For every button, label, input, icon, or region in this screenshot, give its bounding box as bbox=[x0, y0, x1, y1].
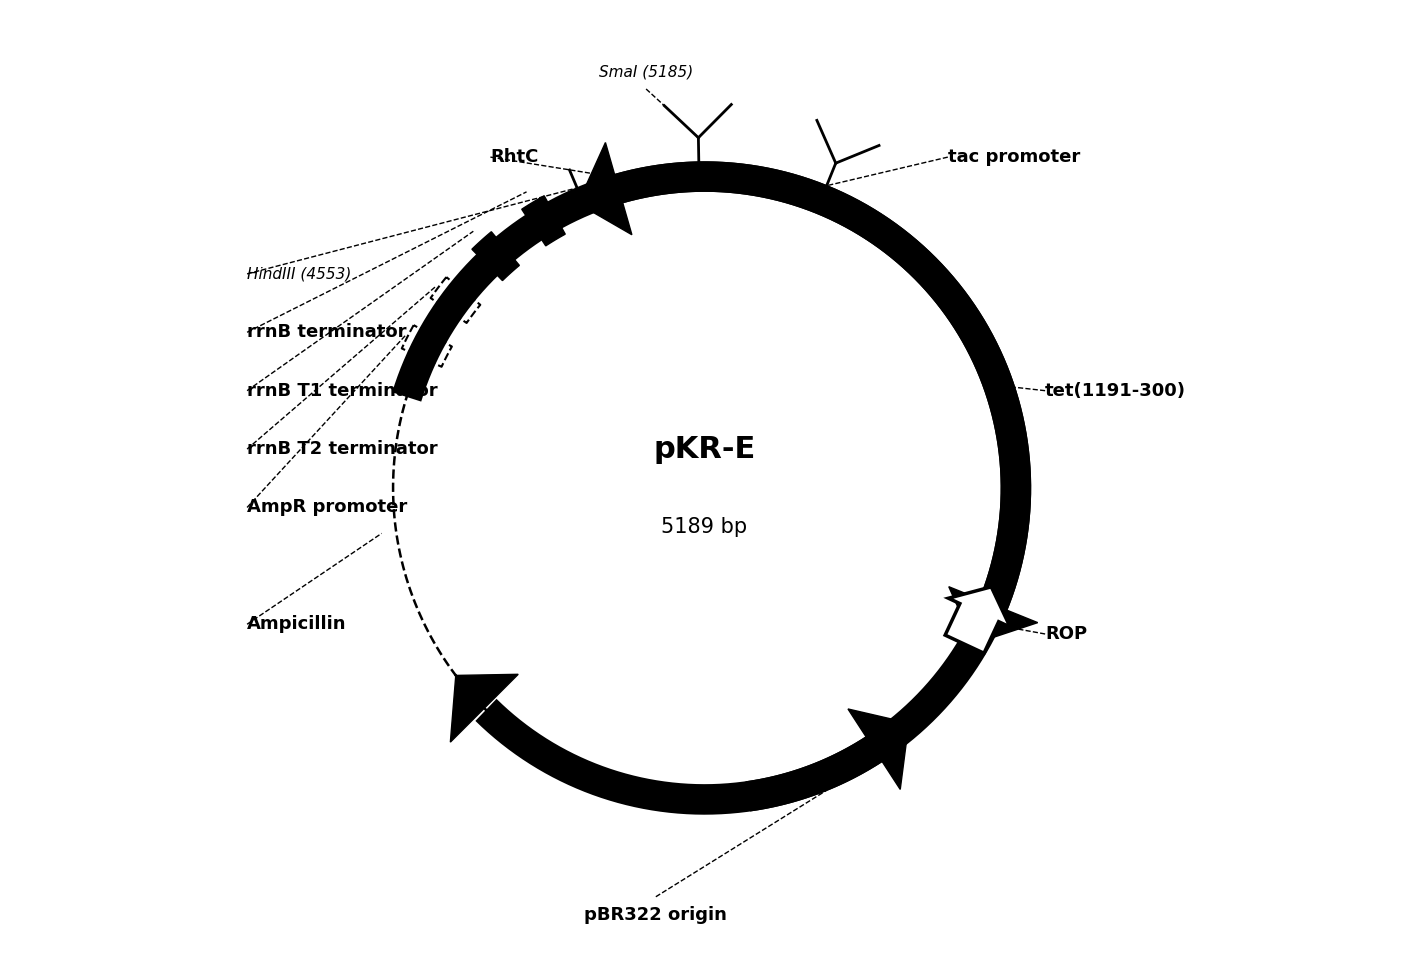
Polygon shape bbox=[948, 587, 1037, 644]
Text: tac promoter: tac promoter bbox=[948, 148, 1081, 166]
Polygon shape bbox=[578, 142, 631, 235]
Text: rrnB terminator: rrnB terminator bbox=[247, 323, 407, 342]
Text: ROP: ROP bbox=[1045, 625, 1088, 643]
Text: HindIII (4553): HindIII (4553) bbox=[247, 266, 351, 281]
Text: tet(1191-300): tet(1191-300) bbox=[1045, 382, 1186, 400]
Polygon shape bbox=[848, 709, 909, 790]
Text: SmaI (5185): SmaI (5185) bbox=[599, 64, 693, 79]
Polygon shape bbox=[521, 196, 565, 246]
Text: 5189 bp: 5189 bp bbox=[661, 517, 748, 537]
Polygon shape bbox=[451, 674, 519, 742]
Text: Ampicillin: Ampicillin bbox=[247, 615, 347, 633]
Text: pKR-E: pKR-E bbox=[654, 434, 755, 464]
Text: RhtC: RhtC bbox=[490, 148, 538, 166]
Text: AmpR promoter: AmpR promoter bbox=[247, 499, 407, 516]
Text: pBR322 origin: pBR322 origin bbox=[585, 907, 727, 924]
Text: rrnB T1 terminator: rrnB T1 terminator bbox=[247, 382, 438, 400]
Polygon shape bbox=[472, 231, 520, 281]
Polygon shape bbox=[945, 587, 1010, 653]
Text: rrnB T2 terminator: rrnB T2 terminator bbox=[247, 440, 438, 458]
